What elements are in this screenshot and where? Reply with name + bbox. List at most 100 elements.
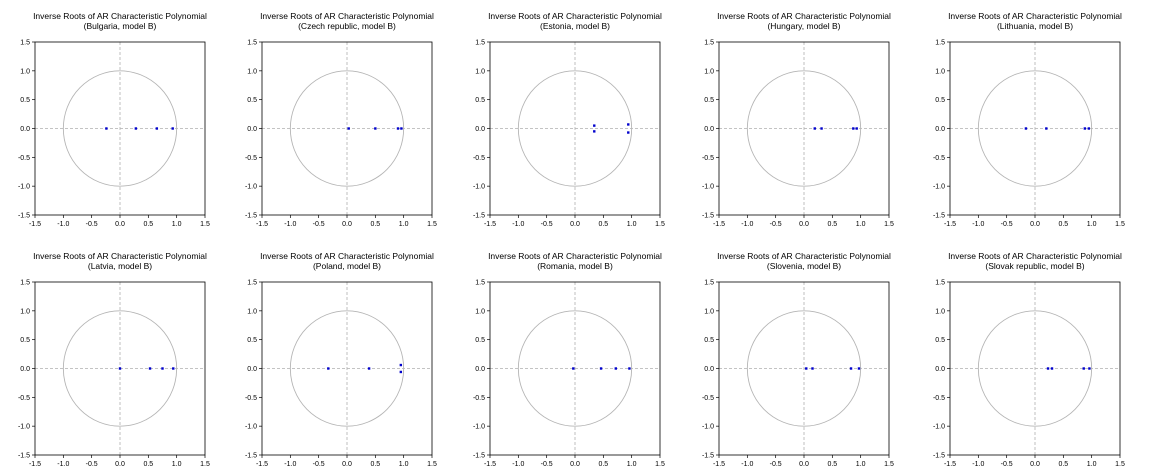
ar-roots-chart: Inverse Roots of AR Characteristic Polyn… <box>10 0 230 236</box>
y-tick-label: -1.0 <box>702 184 714 191</box>
x-tick-label: 0.0 <box>1030 221 1040 228</box>
y-tick-label: 1.0 <box>935 308 945 315</box>
x-tick-label: 1.5 <box>1115 461 1125 468</box>
y-tick-label: -0.5 <box>245 155 257 162</box>
y-tick-label: 0.5 <box>247 337 257 344</box>
y-tick-label: 1.0 <box>247 68 257 75</box>
x-tick-label: -1.5 <box>944 461 956 468</box>
x-tick-label: -0.5 <box>770 461 782 468</box>
x-tick-label: 1.5 <box>427 461 437 468</box>
y-tick-label: 1.5 <box>247 40 257 47</box>
x-tick-label: -1.0 <box>284 461 296 468</box>
x-tick-label: -0.5 <box>1001 461 1013 468</box>
y-tick-label: 1.5 <box>475 40 485 47</box>
y-tick-label: -1.0 <box>245 424 257 431</box>
y-tick-label: 1.0 <box>20 68 30 75</box>
y-tick-label: 0.5 <box>704 337 714 344</box>
root-point <box>1082 367 1085 370</box>
ar-roots-chart: Inverse Roots of AR Characteristic Polyn… <box>10 240 230 476</box>
chart-subtitle: (Hungary, model B) <box>767 21 841 31</box>
y-tick-label: -0.5 <box>18 155 30 162</box>
x-tick-label: 0.5 <box>370 461 380 468</box>
ar-roots-chart: Inverse Roots of AR Characteristic Polyn… <box>465 240 685 476</box>
chart-plot-area: -1.5-1.5 -1.0 -1.0 -0.5 -0.5 0.0 0.0 0.5 0.5 1.0 1… <box>245 280 437 469</box>
chart-subtitle: (Slovak republic, model B) <box>985 261 1085 271</box>
y-tick-label: 1.5 <box>475 280 485 287</box>
root-point <box>813 127 816 130</box>
chart-plot-area: -1.5-1.5 -1.0 -1.0 -0.5 -0.5 0.0 0.0 0.5 0.5 1.0 1… <box>702 40 894 229</box>
root-point <box>593 124 596 127</box>
y-tick-label: 0.5 <box>704 97 714 104</box>
x-tick-label: 1.5 <box>200 461 210 468</box>
x-tick-label: -1.5 <box>944 221 956 228</box>
root-point <box>118 367 122 370</box>
y-tick-label: 1.5 <box>247 280 257 287</box>
root-point <box>852 127 855 130</box>
y-tick-label: 1.0 <box>704 68 714 75</box>
unit-circle <box>517 70 633 187</box>
y-tick-label: 0.5 <box>935 337 945 344</box>
chart-plot-area: -1.5-1.5 -1.0 -1.0 -0.5 -0.5 0.0 0.0 0.5 0.5 1.0 1… <box>702 280 894 469</box>
y-tick-label: 1.5 <box>20 280 30 287</box>
x-tick-label: 1.0 <box>627 461 637 468</box>
x-tick-label: 1.0 <box>1087 221 1097 228</box>
y-tick-label: 0.0 <box>704 366 714 373</box>
x-tick-label: 1.5 <box>427 221 437 228</box>
ar-roots-chart: Inverse Roots of AR Characteristic Polyn… <box>237 0 457 236</box>
y-tick-label: -1.0 <box>933 184 945 191</box>
root-point <box>805 367 808 370</box>
unit-circle <box>62 70 178 187</box>
x-tick-label: -1.0 <box>57 461 69 468</box>
y-tick-label: 0.5 <box>20 337 30 344</box>
root-point <box>400 127 403 130</box>
chart-title: Inverse Roots of AR Characteristic Polyn… <box>33 251 207 261</box>
y-tick-label: -1.5 <box>245 453 257 460</box>
y-tick-label: 1.5 <box>704 280 714 287</box>
x-tick-label: -1.5 <box>256 221 268 228</box>
root-point <box>849 367 853 370</box>
y-tick-label: -1.5 <box>702 453 714 460</box>
y-tick-label: -1.0 <box>933 424 945 431</box>
y-tick-label: 0.0 <box>935 126 945 133</box>
y-tick-label: -1.0 <box>18 424 30 431</box>
x-tick-label: -1.5 <box>713 221 725 228</box>
root-point <box>347 127 350 130</box>
x-tick-label: -1.0 <box>57 221 69 228</box>
chart-title: Inverse Roots of AR Characteristic Polyn… <box>948 251 1122 261</box>
chart-subtitle: (Poland, model B) <box>312 261 382 271</box>
unit-circle <box>289 70 405 187</box>
y-tick-label: 0.0 <box>475 126 485 133</box>
x-tick-label: 0.5 <box>598 461 608 468</box>
y-tick-label: 0.0 <box>20 366 30 373</box>
y-tick-label: -1.0 <box>473 424 485 431</box>
chart-plot-area: -1.5-1.5 -1.0 -1.0 -0.5 -0.5 0.0 0.0 0.5 0.5 1.0 1… <box>245 40 437 229</box>
unit-circle <box>289 310 405 427</box>
x-tick-label: 1.0 <box>1087 461 1097 468</box>
x-tick-label: -1.0 <box>284 221 296 228</box>
x-tick-label: 1.0 <box>172 221 182 228</box>
y-tick-label: 1.0 <box>475 68 485 75</box>
x-tick-label: 0.5 <box>1058 221 1068 228</box>
y-tick-label: 0.5 <box>475 97 485 104</box>
chart-plot-area: -1.5-1.5 -1.0 -1.0 -0.5 -0.5 0.0 0.0 0.5 0.5 1.0 1… <box>18 280 210 469</box>
y-tick-label: 0.5 <box>20 97 30 104</box>
chart-subtitle: (Romania, model B) <box>537 261 613 271</box>
root-point <box>1083 127 1087 130</box>
y-tick-label: 1.0 <box>475 308 485 315</box>
root-point <box>374 127 377 130</box>
chart-subtitle: (Bulgaria, model B) <box>83 21 157 31</box>
x-tick-label: 0.0 <box>570 461 580 468</box>
chart-subtitle: (Estonia, model B) <box>540 21 610 31</box>
root-point <box>134 127 138 130</box>
chart-title: Inverse Roots of AR Characteristic Polyn… <box>260 251 434 261</box>
chart-title: Inverse Roots of AR Characteristic Polyn… <box>260 11 434 21</box>
root-point <box>161 367 164 370</box>
unit-circle <box>517 310 633 427</box>
y-tick-label: -0.5 <box>933 155 945 162</box>
y-tick-label: 0.5 <box>935 97 945 104</box>
y-tick-label: -1.5 <box>18 453 30 460</box>
ar-roots-chart: Inverse Roots of AR Characteristic Polyn… <box>925 240 1145 476</box>
chart-plot-area: -1.5-1.5 -1.0 -1.0 -0.5 -0.5 0.0 0.0 0.5 0.5 1.0 1… <box>933 280 1125 469</box>
x-tick-label: -1.5 <box>29 461 41 468</box>
